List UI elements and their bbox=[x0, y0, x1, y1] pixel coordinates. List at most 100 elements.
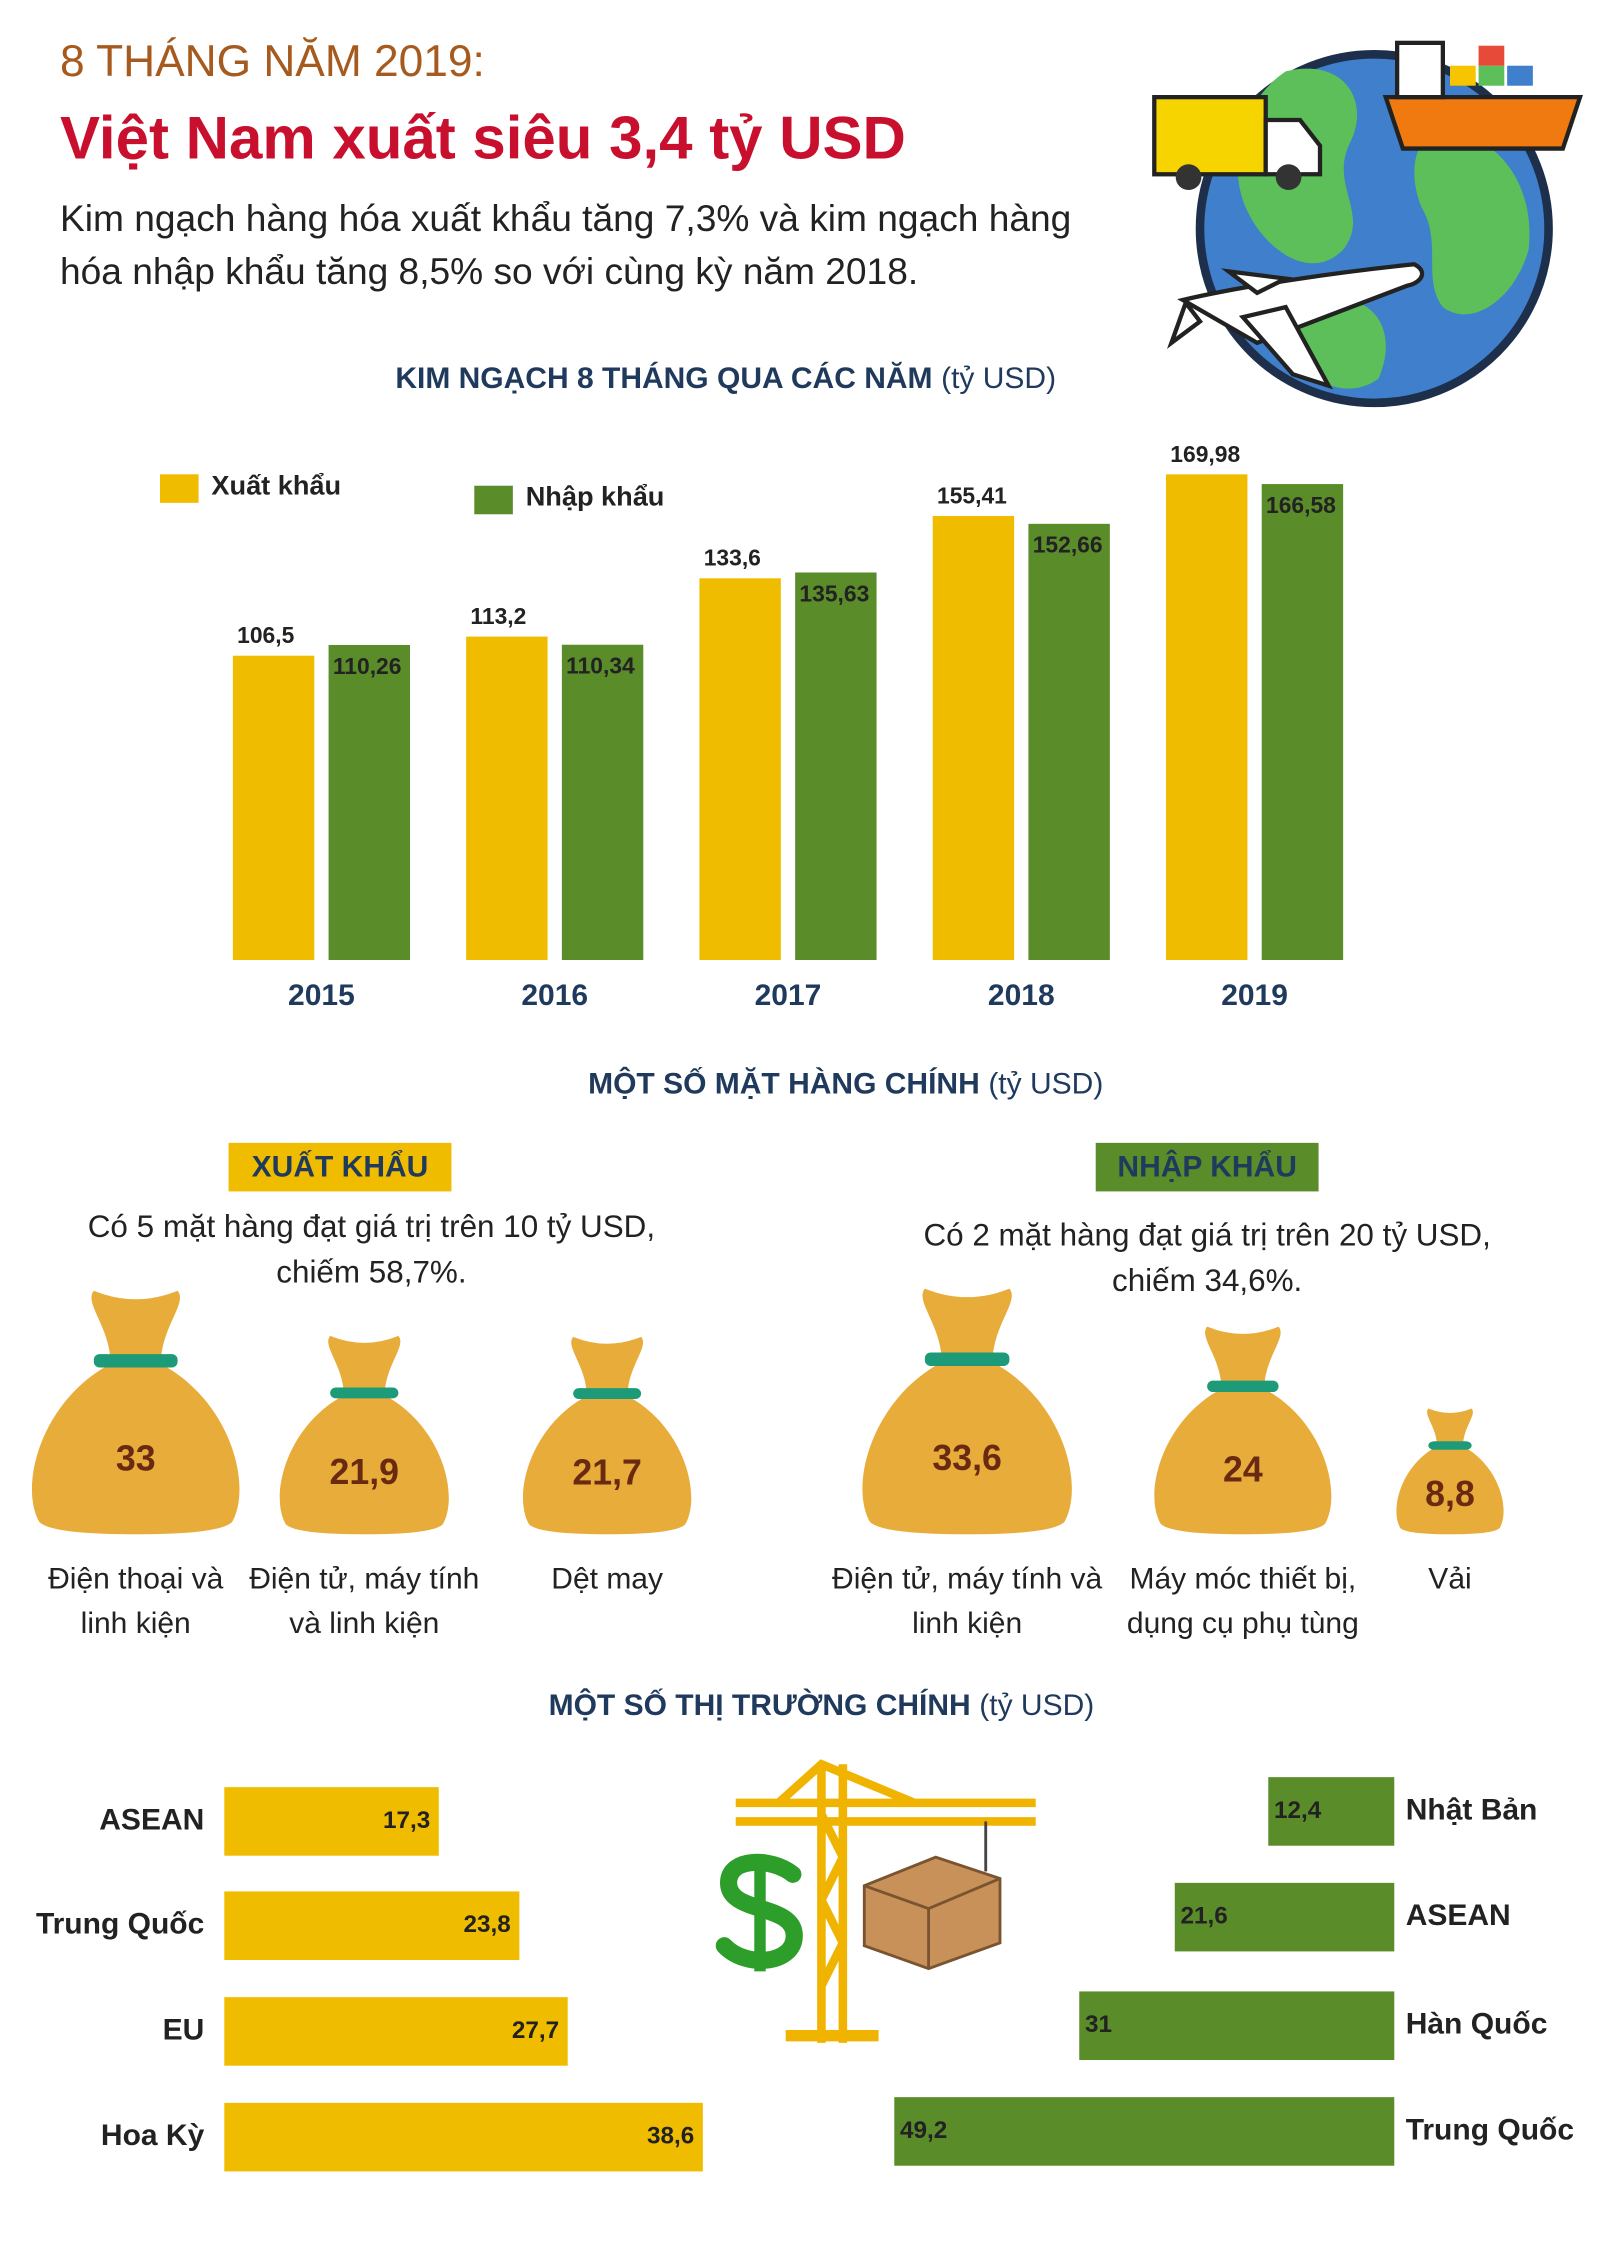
note-line: Có 5 mặt hàng đạt giá trị trên 10 tỷ USD… bbox=[88, 1209, 655, 1244]
category-label: Trung Quốc bbox=[36, 1908, 204, 1941]
x-tick-label: 2016 bbox=[521, 979, 588, 1012]
bar bbox=[224, 1997, 568, 2066]
value-label: 33 bbox=[116, 1439, 156, 1479]
bag-band bbox=[93, 1354, 178, 1368]
value-label: 21,6 bbox=[1180, 1903, 1227, 1930]
category-label: Máy móc thiết bị, dụng cụ phụ tùng bbox=[1126, 1562, 1359, 1640]
value-label: 110,26 bbox=[333, 653, 402, 679]
section-heading: MỘT SỐ THỊ TRƯỜNG CHÍNH (tỷ USD) bbox=[549, 1688, 1095, 1722]
category-label: ASEAN bbox=[1406, 1899, 1511, 1932]
category-label-box: Dệt may bbox=[551, 1562, 663, 1596]
section-title: KIM NGẠCH 8 THÁNG QUA CÁC NĂM bbox=[395, 361, 932, 395]
pictogram-title: NHẬP KHẨU bbox=[1117, 1149, 1296, 1183]
section-unit: (tỷ USD) bbox=[988, 1068, 1103, 1101]
x-tick-label: 2017 bbox=[755, 979, 822, 1012]
value-label: 155,41 bbox=[937, 482, 1007, 508]
legend-swatch bbox=[160, 474, 199, 503]
bar bbox=[932, 515, 1015, 960]
category-label: Điện tử, máy tính và linh kiện bbox=[249, 1562, 480, 1640]
bar bbox=[224, 1787, 439, 1856]
bar bbox=[1174, 1882, 1395, 1952]
pictogram-title: XUẤT KHẨU bbox=[252, 1149, 429, 1183]
subtitle-line: Kim ngạch hàng hóa xuất khẩu tăng 7,3% v… bbox=[60, 197, 1071, 239]
money-bag bbox=[862, 1288, 1072, 1535]
x-tick-label: 2019 bbox=[1221, 979, 1288, 1012]
globe-illustration bbox=[1152, 40, 1583, 408]
money-bag bbox=[1396, 1408, 1504, 1535]
dollar-illustration bbox=[715, 1853, 803, 1972]
bar bbox=[328, 644, 410, 960]
value-label: 23,8 bbox=[464, 1911, 511, 1938]
kicker: 8 THÁNG NĂM 2019: bbox=[60, 37, 485, 86]
note-line: chiếm 34,6%. bbox=[1112, 1263, 1302, 1298]
value-label: 8,8 bbox=[1425, 1474, 1475, 1514]
crane-illustration bbox=[735, 1759, 1036, 2043]
bar bbox=[1079, 1991, 1395, 2060]
value-label: 21,9 bbox=[330, 1452, 400, 1492]
value-label: 24 bbox=[1223, 1449, 1263, 1489]
value-label: 27,7 bbox=[512, 2017, 559, 2044]
value-label: 113,2 bbox=[470, 603, 526, 629]
section-title: MỘT SỐ THỊ TRƯỜNG CHÍNH bbox=[549, 1688, 971, 1722]
money-bag bbox=[1154, 1326, 1332, 1535]
category-label: Trung Quốc bbox=[1406, 2113, 1574, 2146]
legend-label: Nhập khẩu bbox=[526, 481, 665, 512]
bar bbox=[224, 2102, 703, 2172]
money-bag bbox=[522, 1336, 692, 1535]
bag-band bbox=[573, 1388, 642, 1400]
bar bbox=[1166, 474, 1248, 960]
money-bag bbox=[279, 1335, 449, 1535]
category-label: Điện tử, máy tính và linh kiện bbox=[832, 1562, 1103, 1640]
category-label-box: Máy móc thiết bị, dụng cụ phụ tùng bbox=[1126, 1562, 1359, 1640]
section-unit: (tỷ USD) bbox=[979, 1689, 1094, 1722]
heading-box bbox=[228, 1142, 452, 1192]
subtitle-line: hóa nhập khẩu tăng 8,5% so với cùng kỳ n… bbox=[60, 250, 918, 292]
value-label: 12,4 bbox=[1274, 1797, 1322, 1824]
value-label: 169,98 bbox=[1170, 441, 1240, 467]
bar bbox=[795, 572, 877, 960]
category-label-box: Điện tử, máy tính và linh kiện bbox=[249, 1562, 480, 1640]
category-label-box: Điện tử, máy tính và linh kiện bbox=[832, 1562, 1103, 1640]
title: Việt Nam xuất siêu 3,4 tỷ USD bbox=[60, 105, 906, 172]
bar bbox=[894, 2097, 1395, 2166]
value-label: 135,63 bbox=[799, 580, 869, 606]
bar bbox=[561, 644, 644, 960]
bar bbox=[224, 1891, 520, 1960]
bag-band bbox=[330, 1387, 399, 1399]
legend-swatch bbox=[474, 485, 513, 515]
value-label: 110,34 bbox=[566, 653, 635, 679]
value-label: 17,3 bbox=[383, 1807, 430, 1834]
value-label: 38,6 bbox=[647, 2123, 694, 2150]
category-label: Hàn Quốc bbox=[1406, 2008, 1548, 2041]
note-line: Có 2 mặt hàng đạt giá trị trên 20 tỷ USD… bbox=[923, 1217, 1490, 1252]
category-label: Nhật Bản bbox=[1406, 1793, 1538, 1826]
category-label-box: Điện thoại và linh kiện bbox=[48, 1562, 224, 1640]
category-label: ASEAN bbox=[99, 1803, 204, 1836]
bag-band bbox=[1428, 1441, 1472, 1450]
category-label: EU bbox=[163, 2013, 205, 2046]
value-label: 33,6 bbox=[932, 1438, 1002, 1478]
bar bbox=[1261, 484, 1344, 960]
bar bbox=[1268, 1777, 1395, 1846]
category-label: Hoa Kỳ bbox=[101, 2119, 205, 2152]
x-tick-label: 2018 bbox=[988, 979, 1055, 1012]
category-label: Điện thoại và linh kiện bbox=[48, 1562, 224, 1640]
category-label: Dệt may bbox=[551, 1562, 663, 1596]
bag-band bbox=[924, 1352, 1010, 1366]
heading-box bbox=[1095, 1142, 1319, 1192]
legend-label: Xuất khẩu bbox=[211, 469, 341, 500]
value-label: 21,7 bbox=[572, 1452, 642, 1492]
bar bbox=[699, 578, 781, 960]
bag-band bbox=[1207, 1380, 1279, 1393]
box-illustration bbox=[862, 1855, 1002, 1971]
value-label: 31 bbox=[1085, 2011, 1112, 2038]
section-heading: KIM NGẠCH 8 THÁNG QUA CÁC NĂM (tỷ USD) bbox=[395, 361, 1056, 395]
value-label: 106,5 bbox=[237, 622, 294, 648]
section-heading: MỘT SỐ MẶT HÀNG CHÍNH (tỷ USD) bbox=[588, 1067, 1103, 1101]
section-title: MỘT SỐ MẶT HÀNG CHÍNH bbox=[588, 1067, 980, 1101]
bar bbox=[466, 636, 548, 960]
value-label: 133,6 bbox=[704, 545, 761, 571]
bar bbox=[232, 655, 315, 960]
